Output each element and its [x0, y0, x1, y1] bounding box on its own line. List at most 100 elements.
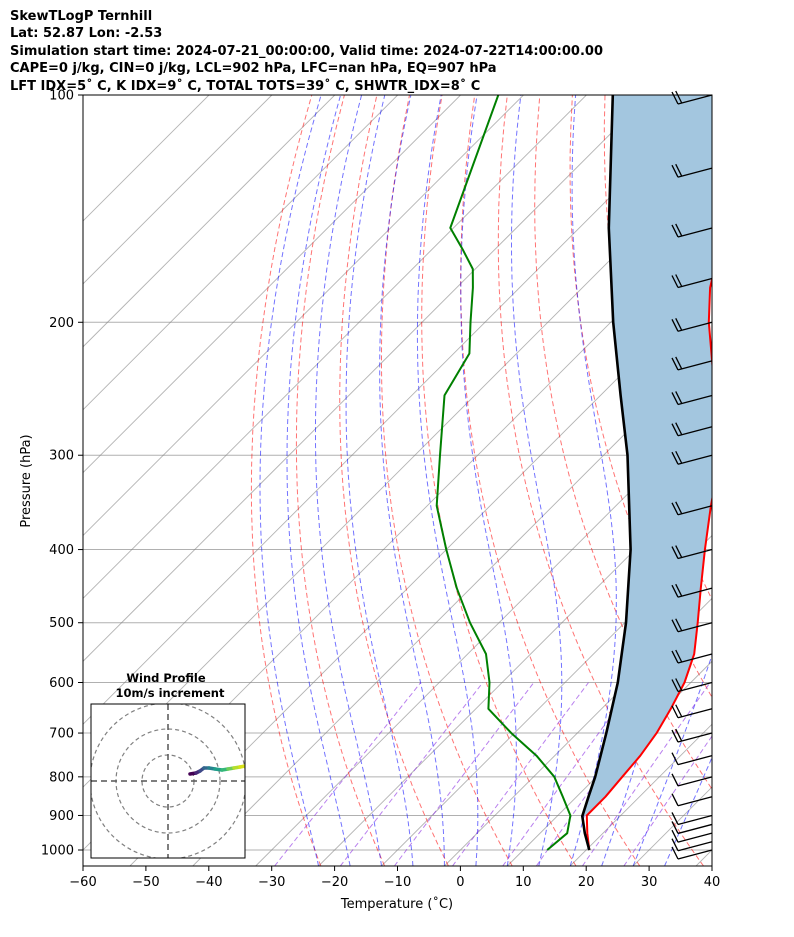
barb-staff [677, 796, 713, 807]
barb-flag [671, 838, 679, 851]
moist-adiabat [632, 653, 712, 866]
axes: −60 −50 −40 −30 −20 −10 0 10 20 30 40 1000 900 800 700… [41, 89, 720, 891]
barb-flag [671, 729, 679, 743]
barb-flag [675, 583, 683, 597]
barb-staff [677, 167, 713, 178]
barb-staff [677, 505, 713, 516]
barb-staff [677, 548, 713, 560]
barb-flag [675, 704, 683, 718]
barb-staff [677, 814, 713, 826]
moist-adiabat [315, 95, 382, 866]
barb-staff [677, 622, 713, 633]
barb-staff [677, 832, 713, 843]
moist-adiabat [569, 95, 617, 866]
wind-barb [671, 829, 713, 843]
isotherm--90 [83, 95, 650, 662]
dewpoint-line [435, 95, 572, 851]
dry-adiabat [295, 95, 386, 866]
barb-flag [675, 90, 683, 104]
barb-flag [671, 584, 679, 598]
barb-flag [671, 829, 679, 843]
barb-flag [671, 821, 679, 834]
wind-profile-inset: Wind Profile 10m/s increment [90, 671, 246, 859]
dry-adiabat [735, 95, 794, 866]
barb-flag [675, 618, 683, 632]
barb-flag [675, 163, 683, 177]
chart-header: SkewTLogP Ternhill Lat: 52.87 Lon: -2.53… [10, 8, 603, 95]
moist-adiabat [259, 95, 322, 866]
barb-flag [675, 274, 683, 287]
isotherm-0 [444, 597, 712, 866]
dry-adiabat [250, 95, 322, 866]
x-tick-label: 0 [456, 875, 464, 890]
inset-subtitle: 10m/s increment [116, 686, 225, 700]
dry-adiabat [381, 95, 513, 866]
wind-barb [671, 793, 713, 807]
barb-flag [675, 223, 683, 237]
isotherm--140 [83, 95, 336, 348]
y-tick-label: 1000 [41, 844, 74, 859]
barb-staff [677, 841, 713, 852]
barb-staff [677, 755, 713, 766]
chart-title: SkewTLogP Ternhill [10, 9, 153, 24]
barb-staff [677, 321, 713, 332]
barb-flag [671, 164, 679, 178]
barb-flag [671, 91, 679, 105]
barb-flag [671, 705, 679, 719]
wind-barb [671, 728, 713, 743]
barb-flag [671, 812, 679, 825]
y-tick-label: 700 [49, 727, 74, 742]
isotherm--110 [83, 95, 524, 537]
barb-staff [677, 94, 713, 105]
x-tick-label: −60 [69, 875, 96, 890]
barb-flag [671, 224, 679, 238]
y-tick-label: 300 [49, 449, 74, 464]
barb-flag [675, 545, 683, 558]
wind-barbs [671, 90, 713, 860]
y-tick-label: 800 [49, 770, 74, 785]
moist-adiabat [511, 95, 563, 866]
cape-text: CAPE=0 j/kg, CIN=0 j/kg, LCL=902 hPa, LF… [10, 61, 497, 77]
mixing-ratio-line [581, 682, 711, 866]
dry-adiabat [768, 95, 794, 866]
wind-barb [671, 317, 713, 332]
dry-adiabat [497, 95, 705, 866]
barb-flag [675, 678, 683, 691]
moist-adiabat [664, 756, 712, 866]
temperature-line [585, 275, 712, 851]
wind-barb [671, 773, 713, 787]
wind-barb [671, 501, 713, 516]
wind-barb [671, 583, 713, 598]
barb-staff [677, 277, 713, 289]
wind-barb [671, 678, 713, 693]
barb-flag [671, 357, 679, 371]
moist-adiabat [286, 95, 351, 866]
parcel-line [580, 95, 632, 851]
moist-adiabat [460, 95, 517, 866]
barb-flag [675, 728, 683, 742]
barb-staff [677, 587, 713, 598]
barb-staff [677, 823, 713, 835]
barb-flag [671, 846, 679, 860]
mixing-ratio-line [452, 682, 589, 866]
location-text: Lat: 52.87 Lon: -2.53 [10, 26, 163, 42]
moist-adiabat [601, 95, 684, 866]
barb-flag [671, 423, 679, 436]
mixing-ratio-line [274, 682, 422, 866]
wind-barb [671, 846, 713, 860]
moist-adiabat [416, 95, 479, 866]
dry-adiabat [339, 95, 449, 866]
wind-barb [671, 618, 713, 633]
isotherm--50 [129, 283, 712, 866]
index-text: LFT IDX=5˚ C, K IDX=9˚ C, TOTAL TOTS=39˚… [10, 78, 481, 94]
isotherm--100 [83, 95, 587, 600]
isotherm--80 [83, 95, 712, 725]
barb-flag [671, 679, 679, 692]
barb-flag [671, 392, 679, 405]
time-text: Simulation start time: 2024-07-21_00:00:… [10, 43, 603, 59]
barb-flag [671, 619, 679, 633]
barb-staff [677, 227, 713, 238]
wind-barb [671, 90, 713, 105]
hodograph-segment [238, 764, 245, 769]
barb-flag [671, 793, 679, 807]
